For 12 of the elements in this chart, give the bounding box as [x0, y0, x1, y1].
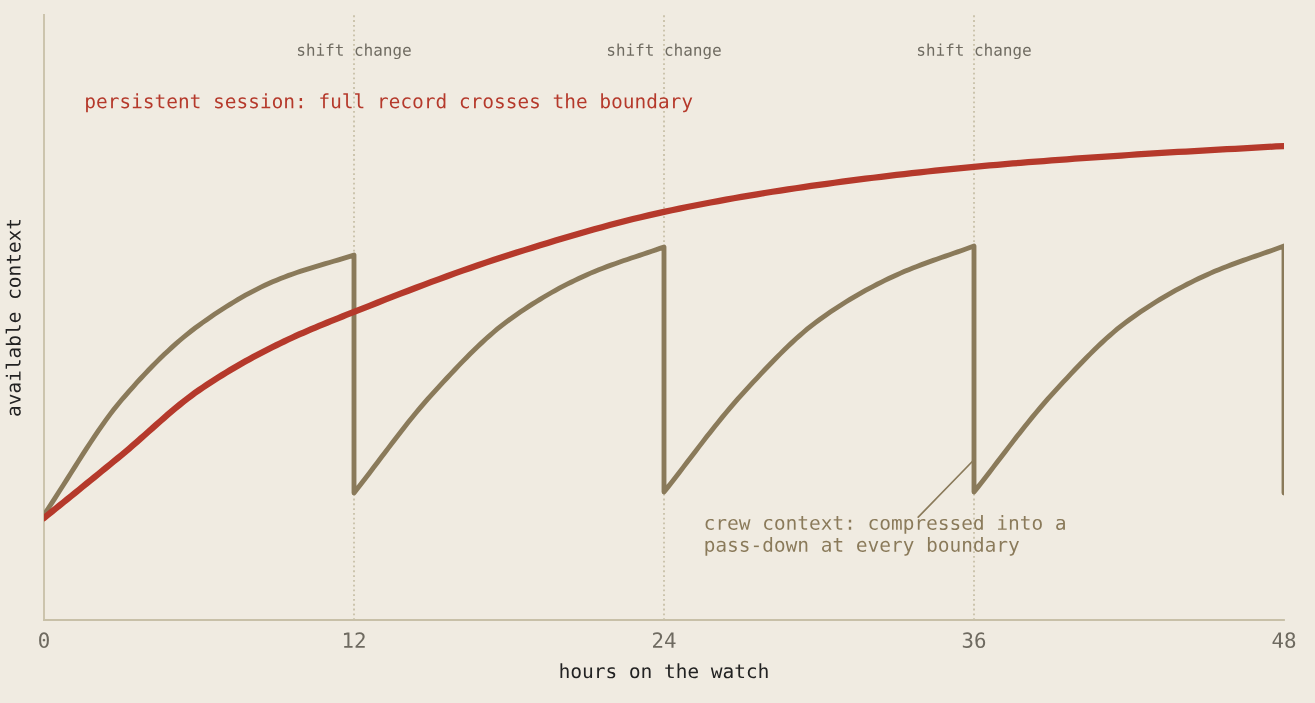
text: persistent session: full record crosses the boundary: [86, 93, 693, 113]
x-tick-label: 0: [39, 632, 49, 649]
ref-line-label: shift change: [297, 43, 411, 60]
x-tick-label: 24: [653, 632, 676, 648]
ref-line-label: shift change: [607, 43, 721, 60]
text: crew context: compressed into a pass-down at every boundary: [705, 514, 1065, 556]
x-tick-label: 48: [1272, 632, 1296, 649]
x-axis-title: hours on the watch: [560, 663, 768, 679]
x-tick-label: 36: [962, 632, 986, 649]
x-tick-label: 12: [343, 632, 365, 648]
ref-line-label: shift change: [917, 43, 1031, 60]
y-axis-title: available context: [5, 219, 21, 416]
